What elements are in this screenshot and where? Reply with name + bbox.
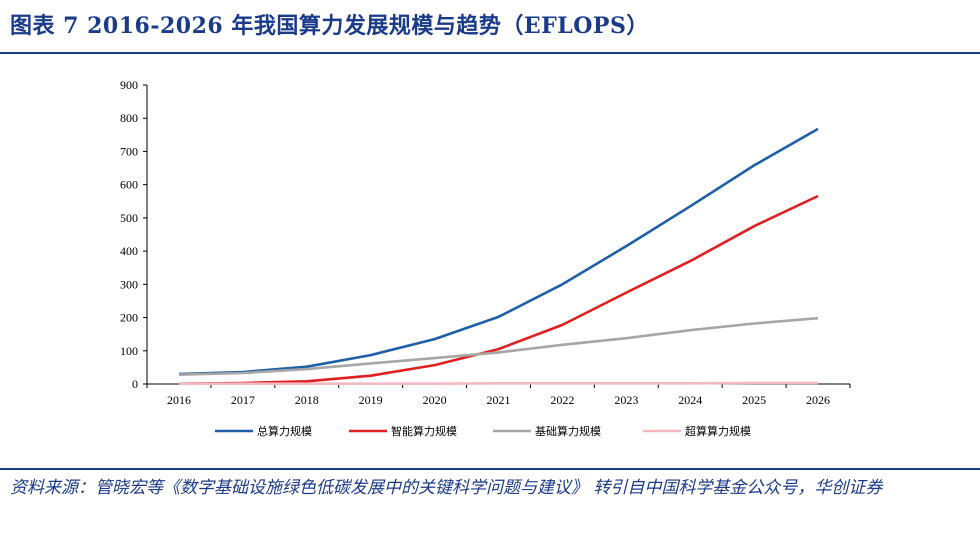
chart-axes: 0 100 200 300 400 500 600 700 800 900 2016 2017 2018…	[120, 78, 851, 407]
legend-label: 超算算力规模	[685, 424, 751, 438]
y-tick-label: 500	[120, 211, 138, 225]
y-tick-label: 100	[120, 344, 138, 358]
line-chart: 0 100 200 300 400 500 600 700 800 900 2016 2017 2018…	[120, 78, 851, 438]
x-tick-label: 2025	[742, 393, 766, 407]
y-tick-label: 400	[120, 244, 138, 258]
x-tick-label: 2017	[231, 393, 255, 407]
x-tick-label: 2021	[487, 393, 511, 407]
source-divider	[0, 468, 980, 470]
figure-title: 图表 7 2016-2026 年我国算力发展规模与趋势（EFLOPS）	[10, 13, 649, 39]
x-tick-label: 2023	[614, 393, 638, 407]
x-tick-label: 2016	[167, 393, 191, 407]
chart-legend: 总算力规模 智能算力规模 基础算力规模 超算算力规模	[215, 424, 751, 438]
series-line	[178, 194, 819, 385]
x-tick-label: 2018	[295, 393, 319, 407]
legend-label: 基础算力规模	[535, 424, 601, 438]
legend-label: 总算力规模	[257, 424, 312, 438]
x-tick-label: 2024	[678, 393, 702, 407]
y-tick-label: 300	[120, 277, 138, 291]
chart-series	[178, 127, 819, 386]
x-tick-label: 2026	[806, 393, 830, 407]
y-tick-label: 600	[120, 178, 138, 192]
series-line	[178, 316, 819, 376]
source-note: 资料来源：管晓宏等《数字基础设施绿色低碳发展中的关键科学问题与建议》 转引自中国…	[10, 478, 883, 498]
y-tick-label: 800	[120, 111, 138, 125]
legend-label: 智能算力规模	[391, 424, 457, 438]
series-line	[179, 381, 818, 386]
title-divider	[0, 52, 980, 54]
y-tick-label: 200	[120, 311, 138, 325]
y-tick-label: 0	[132, 377, 138, 391]
x-tick-label: 2022	[550, 393, 574, 407]
y-tick-label: 900	[120, 78, 138, 92]
x-tick-label: 2019	[359, 393, 383, 407]
series-line	[178, 127, 819, 376]
y-tick-label: 700	[120, 144, 138, 158]
x-tick-label: 2020	[423, 393, 447, 407]
